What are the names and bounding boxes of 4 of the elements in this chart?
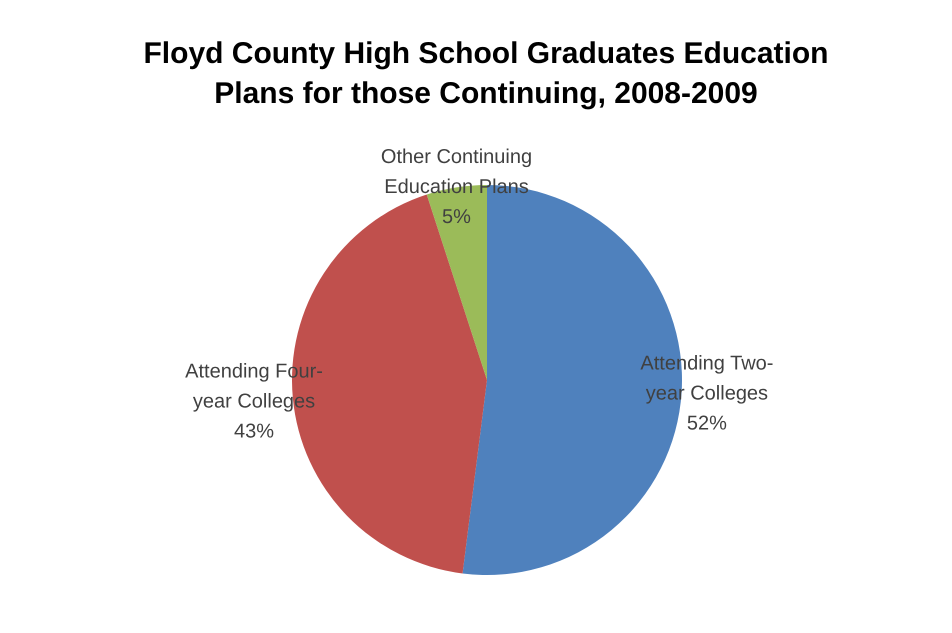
chart-title: Floyd County High School Graduates Education Plans for those Continuing, 2008-2009 xyxy=(142,36,830,112)
data-label: 43% xyxy=(234,420,274,443)
data-label: 52% xyxy=(686,412,728,434)
data-label: 5% xyxy=(442,206,472,228)
